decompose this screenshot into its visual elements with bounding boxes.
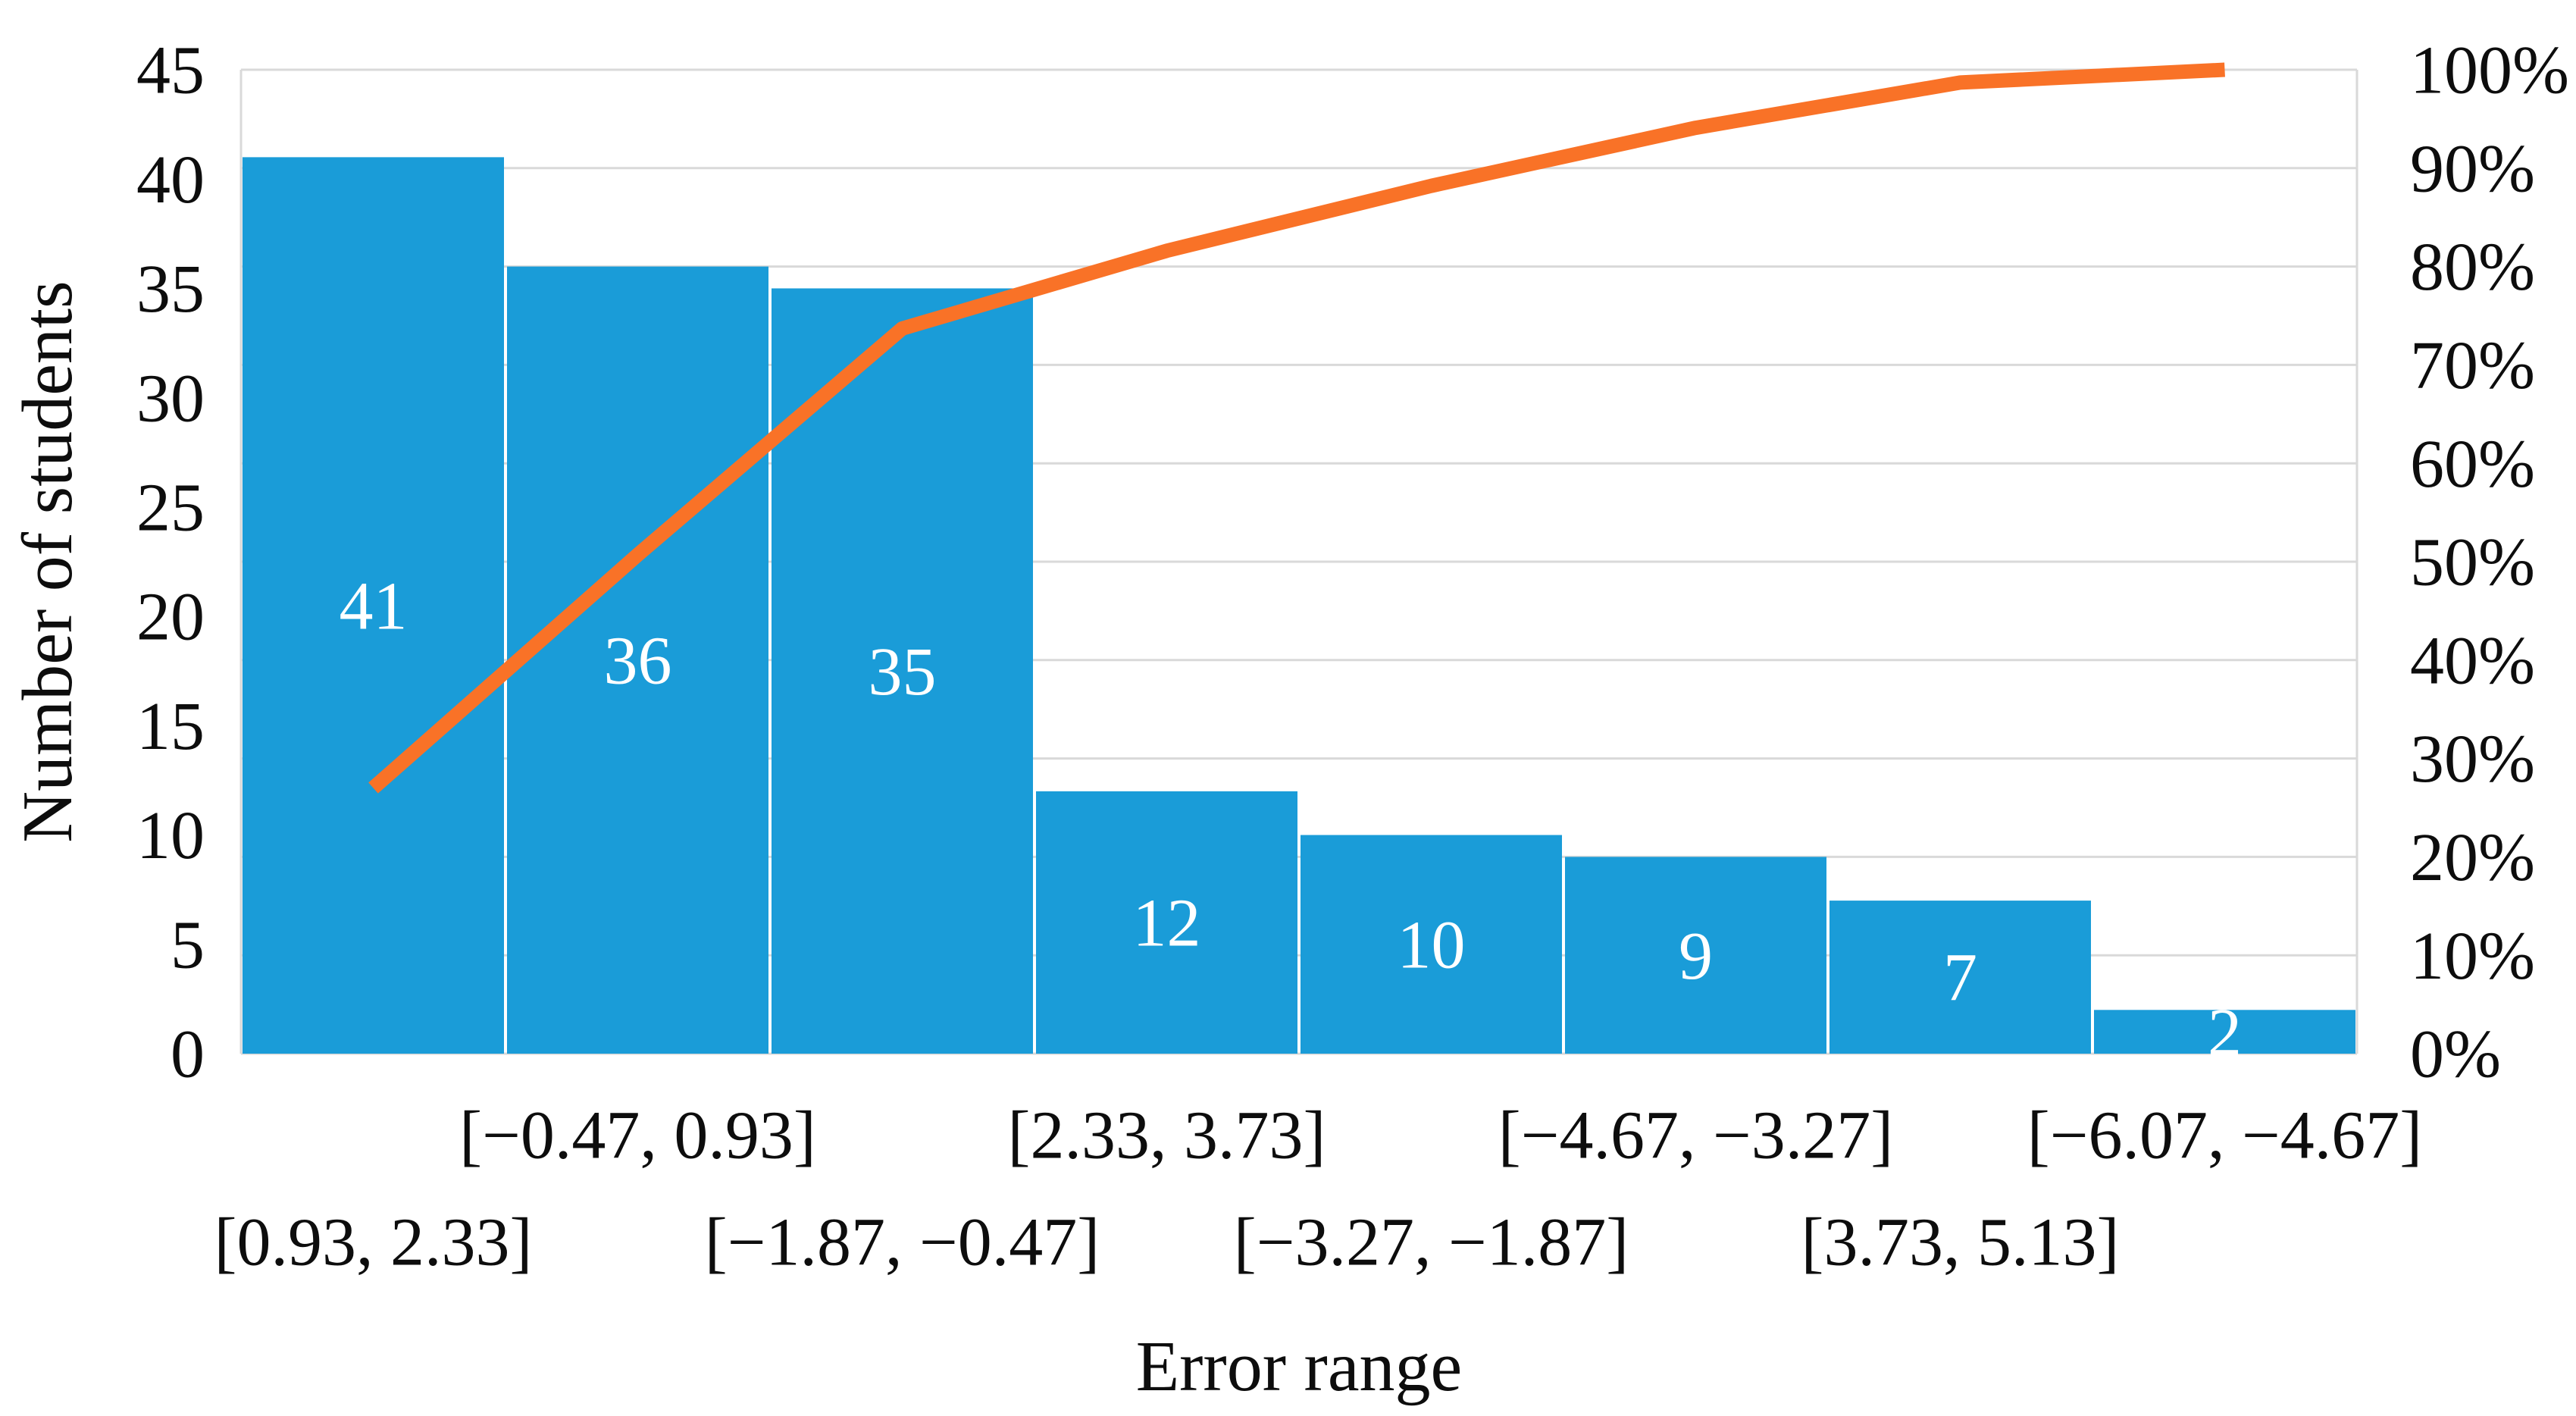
bar: [243, 157, 504, 1054]
bar: [772, 288, 1033, 1054]
y-axis-title: Number of students: [8, 280, 87, 842]
bar-value-label: 12: [1133, 886, 1201, 961]
bar: [1829, 901, 2091, 1054]
bar: [1036, 791, 1297, 1054]
y2-tick-label: 80%: [2410, 230, 2535, 305]
y2-tick-label: 90%: [2410, 131, 2535, 206]
x-category-label: [−0.47, 0.93]: [459, 1098, 816, 1173]
bar: [1301, 835, 1562, 1054]
y1-tick-label: 25: [136, 470, 205, 545]
y2-tick-label: 60%: [2410, 427, 2535, 502]
y2-tick-label: 50%: [2410, 525, 2535, 600]
y2-tick-label: 20%: [2410, 820, 2535, 895]
y2-tick-label: 70%: [2410, 328, 2535, 403]
y2-tick-label: 100%: [2410, 33, 2569, 108]
y2-tick-label: 30%: [2410, 722, 2535, 797]
y1-tick-label: 45: [136, 33, 205, 108]
x-axis-title: Error range: [1136, 1327, 1463, 1406]
y1-tick-label: 10: [136, 798, 205, 873]
bar-value-label: 7: [1943, 941, 1977, 1016]
x-category-label: [−6.07, −4.67]: [2027, 1098, 2422, 1173]
bar-value-label: 10: [1398, 907, 1466, 982]
bar-value-label: 2: [2208, 995, 2242, 1070]
y2-tick-label: 10%: [2410, 919, 2535, 994]
y1-tick-label: 0: [171, 1017, 205, 1092]
x-category-label: [2.33, 3.73]: [1008, 1098, 1326, 1173]
cumulative-line: [368, 62, 2225, 794]
y1-tick-label: 20: [136, 580, 205, 655]
bar-value-label: 36: [604, 623, 672, 698]
bar: [2094, 1010, 2355, 1054]
bar-value-label: 35: [869, 634, 937, 710]
y1-tick-label: 15: [136, 689, 205, 764]
x-category-label: [−3.27, −1.87]: [1234, 1205, 1629, 1280]
x-category-label: [−1.87, −0.47]: [705, 1205, 1100, 1280]
y1-tick-label: 35: [136, 252, 205, 327]
y1-tick-label: 40: [136, 143, 205, 218]
x-category-label: [3.73, 5.13]: [1801, 1205, 2120, 1280]
x-category-label: [0.93, 2.33]: [214, 1205, 533, 1280]
x-category-label: [−4.67, −3.27]: [1498, 1098, 1893, 1173]
bar-value-label: 9: [1679, 919, 1713, 994]
bar-value-label: 41: [340, 569, 408, 644]
bar: [507, 266, 768, 1054]
y2-tick-label: 40%: [2410, 623, 2535, 698]
y1-tick-label: 30: [136, 361, 205, 436]
y1-tick-label: 5: [171, 907, 205, 982]
y2-tick-label: 0%: [2410, 1017, 2501, 1092]
bar: [1565, 857, 1826, 1054]
